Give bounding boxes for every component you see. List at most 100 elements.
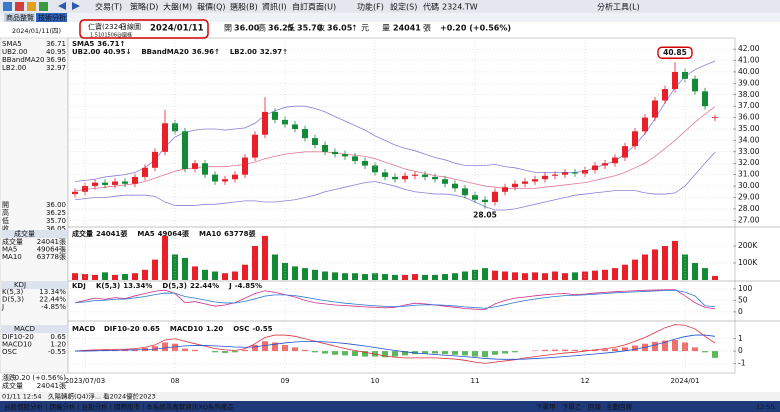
quote-value: 35.70 [297, 24, 323, 33]
osc-bar [582, 349, 588, 352]
volume-bar [262, 235, 268, 280]
volume-bar [142, 269, 148, 280]
menu-bar [0, 0, 780, 13]
candle-body [182, 131, 188, 169]
x-tick-label: 2023/07/03 [65, 377, 105, 385]
unit: 元 [361, 24, 369, 33]
candle-body [322, 144, 328, 152]
osc-bar [472, 351, 478, 357]
legend-entry: MA5 [137, 230, 154, 238]
candle-body [502, 187, 508, 192]
candle-body [712, 117, 718, 118]
icon [3, 2, 12, 11]
legend-value: 0.65 [143, 325, 160, 333]
status-bar [0, 392, 780, 401]
quote-value: 36.05 [327, 24, 353, 33]
osc-bar [712, 351, 718, 358]
candle-body [662, 89, 668, 101]
y-tick-label: 100K [738, 258, 758, 267]
y-tick-label: 33.00 [738, 147, 760, 156]
candle-body [282, 119, 288, 125]
tab-bar [0, 13, 780, 22]
legend-value: 24041張 [96, 229, 128, 238]
legend-value: 40.95↓ [103, 48, 131, 56]
x-tick-label: 2024/01 [670, 377, 699, 385]
legend-entry: K(5,3) [96, 282, 120, 290]
menu-item: 交易(T) [95, 2, 122, 12]
indicator-line [74, 289, 716, 309]
menu-item: 資訊(I) [262, 2, 287, 12]
candle-body [402, 175, 408, 180]
legend-value: -4.85% [235, 282, 262, 290]
candle-body [132, 176, 138, 184]
status-button: 下單甲 [536, 403, 556, 411]
y-tick-label: 41.00 [738, 56, 760, 65]
menu-item: 大盤(M) [163, 2, 192, 12]
row-value: 32.97 [46, 64, 66, 72]
legend-value: 22.44% [190, 282, 219, 290]
candle-body [582, 170, 588, 174]
row-value: 22.44% [39, 296, 66, 304]
y-tick-label: 27.00 [738, 215, 760, 224]
volume-bar [482, 268, 488, 280]
volume-bar [642, 254, 648, 280]
volume-bar [392, 274, 398, 280]
y-tick-label: 29.00 [738, 192, 760, 201]
row-label: BBandMA20 [2, 56, 45, 64]
row-value: 0.20 (+0.56%) [15, 374, 67, 382]
volume-bar [202, 269, 208, 280]
candle-body [142, 167, 148, 177]
osc-bar [232, 351, 238, 353]
volume-bar [92, 274, 98, 280]
row-value: 24041張 [37, 238, 66, 246]
osc-bar [192, 349, 198, 352]
x-tick-label: 11 [471, 377, 480, 385]
volume-bar [122, 274, 128, 280]
candle-body [232, 174, 238, 180]
panel-title: MACD [72, 325, 96, 333]
tab[interactable] [4, 13, 35, 22]
quote-value: 36.00 [234, 24, 260, 33]
osc-bar [562, 349, 568, 352]
row-value: 36.05 [46, 225, 66, 233]
osc-bar [312, 351, 318, 353]
osc-bar [172, 343, 178, 352]
volume-bar [442, 274, 448, 280]
volume-bar [602, 269, 608, 280]
row-label: J [1, 303, 4, 311]
tab[interactable] [36, 13, 67, 22]
x-tick-label: 12 [581, 377, 590, 385]
row-label: 成交量 [2, 381, 23, 390]
candle-body [492, 191, 498, 203]
y-tick-label: 36.00 [738, 113, 760, 122]
change: +0.20 (+0.56%) [440, 24, 511, 33]
quote-label: 低 [287, 23, 295, 33]
osc-bar [362, 351, 368, 357]
clock: 12:55: [756, 403, 777, 411]
osc-bar [242, 349, 248, 352]
legend-value: 63778張 [224, 229, 256, 238]
row-value: 0.65 [50, 333, 66, 341]
volume: 24041 [393, 24, 421, 33]
indicator-line [74, 151, 716, 211]
osc-bar [622, 347, 628, 352]
icon [72, 2, 80, 10]
y-tick-label: 35.00 [738, 124, 760, 133]
y-tick-label: 0 [738, 346, 743, 355]
indicator-line [74, 106, 716, 192]
icon [39, 2, 48, 11]
osc-bar [452, 351, 458, 355]
osc-bar [462, 351, 468, 356]
row-value: 49064張 [37, 246, 66, 254]
menu-item: 策略(D) [130, 2, 158, 12]
row-label: 漲跌 [2, 373, 16, 382]
volume-bar [332, 272, 338, 280]
row-label: LB2.00 [2, 64, 26, 72]
volume-bar [502, 271, 508, 280]
candle-body [702, 91, 708, 107]
legend-entry: OSC [233, 325, 249, 333]
date: 2024/01/11(四) [12, 27, 61, 35]
section-header [1, 230, 67, 238]
volume-bar [702, 268, 708, 280]
osc-bar [612, 348, 618, 352]
